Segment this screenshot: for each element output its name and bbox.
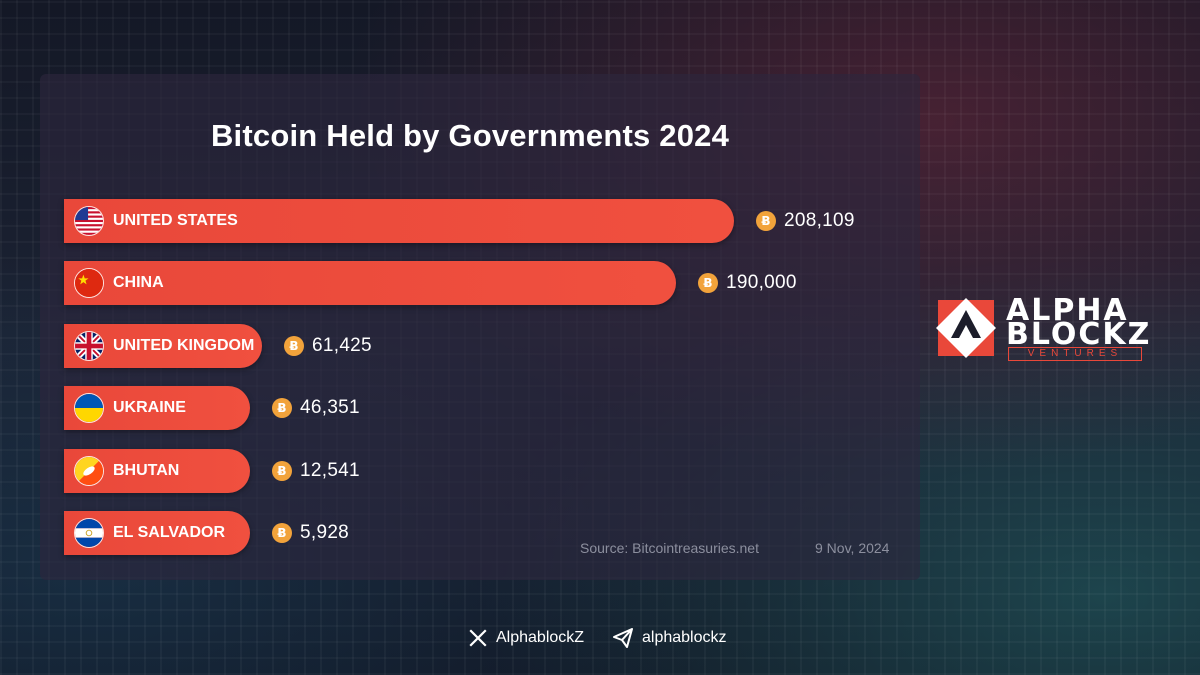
data-label: 61,425 [312,335,372,356]
value-label-group: Ƀ 5,928 [272,511,349,555]
value-label-group: Ƀ 12,541 [272,449,360,493]
china-flag-icon [74,268,104,298]
brand-logo: ALPHA BLOCKZ VENTURES [934,293,1149,364]
telegram-social-link[interactable]: alphablockz [613,628,727,648]
date-note: 9 Nov, 2024 [815,540,890,556]
category-label: UNITED KINGDOM [113,337,255,354]
data-label: 46,351 [300,397,360,418]
data-label: 5,928 [300,522,350,543]
bitcoin-icon: Ƀ [272,461,292,481]
bitcoin-icon: Ƀ [756,211,776,231]
bar: EL SALVADOR [64,511,250,555]
data-label: 190,000 [726,272,797,293]
us-flag-icon [74,206,104,236]
bar: UNITED KINGDOM [64,324,262,368]
value-label-group: Ƀ 208,109 [756,199,855,243]
value-label-group: Ƀ 46,351 [272,386,360,430]
category-label: UKRAINE [113,399,186,416]
bitcoin-icon: Ƀ [272,398,292,418]
bitcoin-icon: Ƀ [272,523,292,543]
bitcoin-icon: Ƀ [698,273,718,293]
data-label: 12,541 [300,460,360,481]
brand-line-2: BLOCKZ [1006,317,1152,352]
telegram-icon [613,628,633,648]
value-label-group: Ƀ 190,000 [698,261,797,305]
uk-flag-icon [74,331,104,361]
bitcoin-icon: Ƀ [284,336,304,356]
alphablockz-logo-icon [936,298,996,358]
x-logo-icon [469,629,487,647]
bar: CHINA [64,261,676,305]
ukraine-flag-icon [74,393,104,423]
bar: UNITED STATES [64,199,734,243]
brand-line-3: VENTURES [1008,347,1142,361]
bar: UKRAINE [64,386,250,430]
x-handle: AlphablockZ [496,629,585,646]
source-note: Source: Bitcointreasuries.net [580,540,759,556]
brand-line-1: ALPHA [1006,293,1129,328]
bar: BHUTAN [64,449,250,493]
category-label: EL SALVADOR [113,524,226,541]
data-label: 208,109 [784,210,855,231]
chart-title: Bitcoin Held by Governments 2024 [210,118,730,153]
category-label: UNITED STATES [113,212,238,229]
telegram-handle: alphablockz [642,629,727,646]
value-label-group: Ƀ 61,425 [284,324,372,368]
x-social-link[interactable]: AlphablockZ [469,628,584,648]
el-salvador-flag-icon [74,518,104,548]
category-label: CHINA [113,274,164,291]
category-label: BHUTAN [113,462,180,479]
bhutan-flag-icon [74,456,104,486]
